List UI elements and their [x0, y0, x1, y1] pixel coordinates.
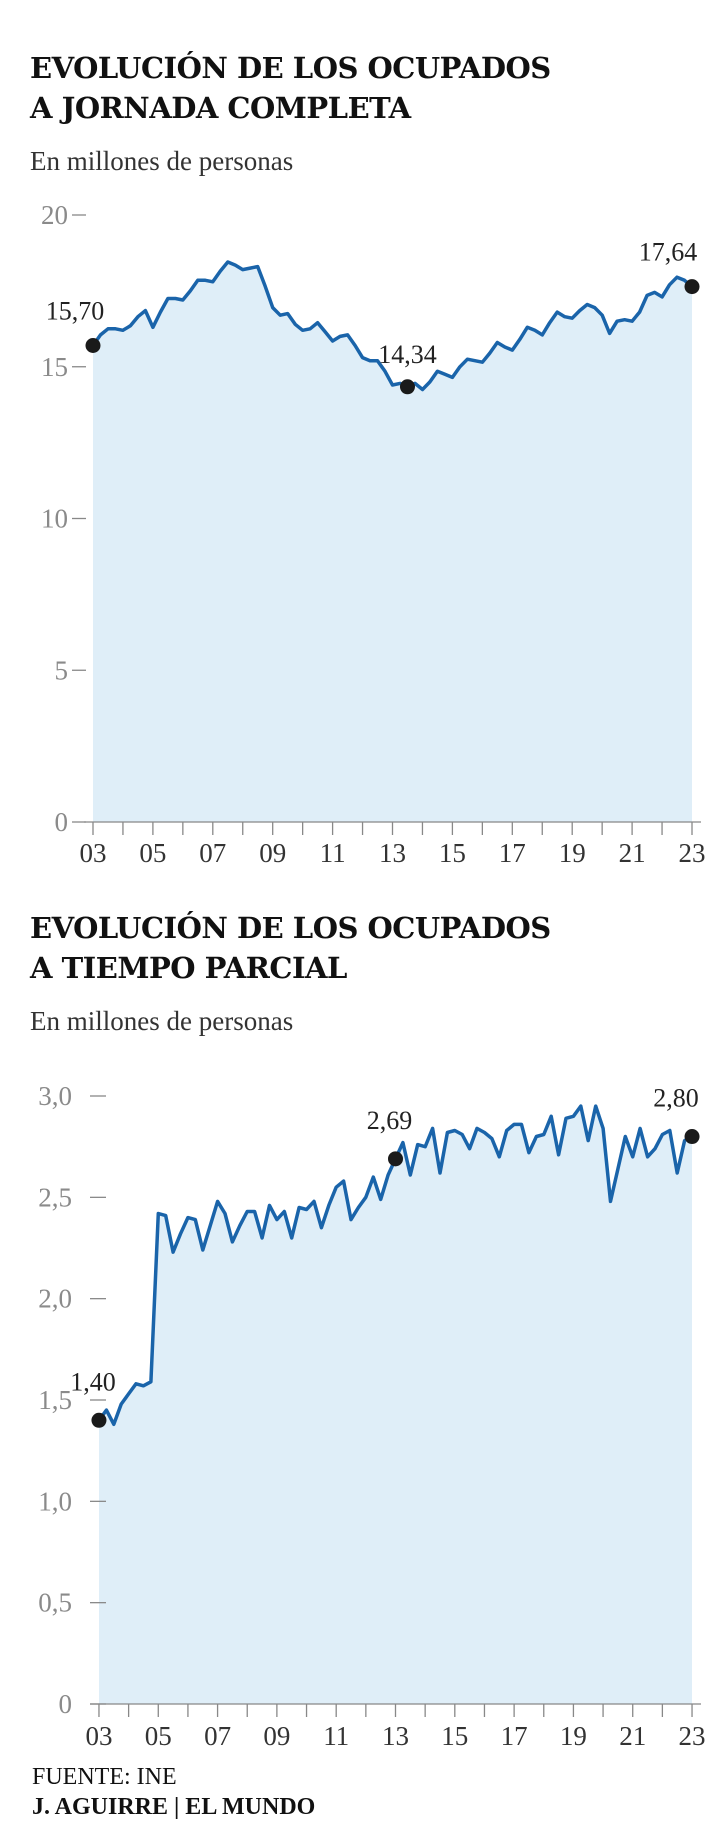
chart1-area — [93, 262, 692, 822]
chart2-xtick-label: 11 — [323, 1721, 349, 1751]
chart2-xtick-label: 05 — [145, 1721, 172, 1751]
chart1-xtick-label: 19 — [559, 838, 586, 868]
chart2-part-time-employment: 0 0,5 1,0 1,5 2,0 2,5 3,0 03 05 07 09 11 13 15 17 19 21 2… — [38, 1081, 706, 1751]
chart1-marker — [85, 338, 101, 354]
chart1-ytick-label: 20 — [41, 200, 68, 230]
chart1-xtick-label: 21 — [619, 838, 646, 868]
chart2-annotation-label: 2,80 — [653, 1084, 699, 1113]
chart2-xtick-label: 15 — [441, 1721, 468, 1751]
chart1-marker — [399, 379, 415, 395]
chart2-ytick-label: 2,0 — [38, 1284, 72, 1314]
chart2-title-line2: A TIEMPO PARCIAL — [30, 951, 347, 985]
chart2-xtick-label: 17 — [501, 1721, 528, 1751]
chart2-area — [99, 1106, 692, 1704]
chart1-ytick-label: 15 — [41, 352, 68, 382]
chart2-ytick-label: 0,5 — [38, 1588, 72, 1618]
chart2-xtick-label: 09 — [263, 1721, 290, 1751]
chart1-annotation-label: 15,70 — [46, 297, 105, 326]
chart1-title-line1: EVOLUCIÓN DE LOS OCUPADOS — [30, 51, 551, 85]
chart2-xtick-label: 03 — [85, 1721, 112, 1751]
chart1-xtick-label: 07 — [199, 838, 226, 868]
chart2-ytick-label: 1,5 — [38, 1385, 72, 1415]
chart2-xtick-label: 23 — [679, 1721, 706, 1751]
chart1-ytick-label: 10 — [41, 504, 68, 534]
chart2-title: EVOLUCIÓN DE LOS OCUPADOS A TIEMPO PARCI… — [30, 908, 551, 988]
chart1-xtick-label: 11 — [320, 838, 346, 868]
chart2-marker — [684, 1129, 700, 1145]
chart2-annotation-label: 2,69 — [367, 1106, 413, 1135]
chart2-subtitle: En millones de personas — [30, 1006, 294, 1036]
chart1-xtick-label: 17 — [499, 838, 526, 868]
footer-credit: J. AGUIRRE | EL MUNDO — [32, 1794, 316, 1820]
chart2-xtick-label: 21 — [619, 1721, 646, 1751]
chart2-xtick-label: 13 — [382, 1721, 409, 1751]
chart1-series-line — [91, 260, 694, 392]
chart1-ytick-label: 5 — [55, 655, 69, 685]
chart1-title: EVOLUCIÓN DE LOS OCUPADOS A JORNADA COMP… — [30, 48, 551, 128]
chart1-ytick-label: 0 — [55, 807, 69, 837]
chart2-ytick-label: 0 — [59, 1689, 73, 1719]
chart1-marker — [684, 279, 700, 295]
chart1-title-line2: A JORNADA COMPLETA — [30, 91, 411, 125]
chart1-xtick-label: 15 — [439, 838, 466, 868]
chart1-xtick-label: 05 — [139, 838, 166, 868]
chart1-xtick-label: 23 — [679, 838, 706, 868]
chart1-xtick-label: 13 — [379, 838, 406, 868]
chart2-ytick-label: 2,5 — [38, 1182, 72, 1212]
chart2-ytick-label: 3,0 — [38, 1081, 72, 1111]
chart2-marker — [91, 1412, 107, 1428]
chart1-xtick-label: 03 — [79, 838, 106, 868]
chart2-xtick-label: 19 — [560, 1721, 587, 1751]
chart1-annotation-label: 17,64 — [639, 238, 698, 267]
chart2-ytick-label: 1,0 — [38, 1486, 72, 1516]
chart2-xtick-label: 07 — [204, 1721, 231, 1751]
chart1-xtick-label: 09 — [259, 838, 286, 868]
chart2-annotation-label: 1,40 — [70, 1367, 116, 1396]
footer-source: FUENTE: INE — [32, 1764, 177, 1790]
chart2-marker — [388, 1151, 403, 1167]
chart1-annotation-label: 14,34 — [378, 340, 437, 369]
chart1-subtitle: En millones de personas — [30, 146, 294, 176]
chart2-title-line1: EVOLUCIÓN DE LOS OCUPADOS — [30, 911, 551, 945]
